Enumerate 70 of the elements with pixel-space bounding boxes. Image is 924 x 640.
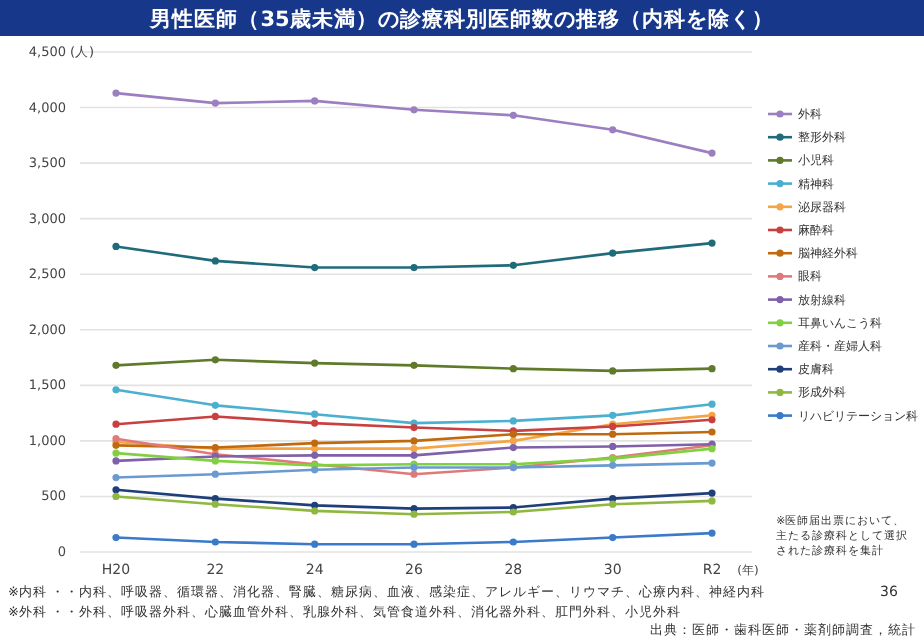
point — [609, 367, 617, 375]
point — [211, 457, 219, 465]
point — [311, 359, 319, 367]
point — [410, 510, 418, 518]
point — [609, 442, 617, 451]
point — [211, 99, 219, 107]
point — [311, 263, 319, 272]
point — [509, 365, 517, 373]
point — [112, 473, 120, 482]
point — [112, 533, 120, 542]
point — [112, 361, 120, 369]
point — [211, 356, 219, 364]
point — [609, 430, 617, 438]
point — [410, 451, 418, 459]
point — [311, 507, 319, 515]
point — [311, 97, 319, 105]
point — [112, 89, 120, 97]
point — [112, 386, 120, 394]
point — [112, 420, 120, 428]
point — [311, 419, 319, 427]
point — [410, 361, 418, 369]
point — [509, 538, 517, 546]
point — [112, 242, 120, 251]
point — [609, 533, 617, 542]
point — [609, 500, 617, 508]
point — [609, 495, 617, 503]
point — [708, 489, 716, 497]
point — [410, 470, 418, 478]
point — [311, 410, 319, 418]
point — [609, 126, 617, 134]
point — [311, 439, 319, 447]
point — [211, 412, 219, 421]
point — [211, 500, 219, 508]
point — [708, 529, 716, 537]
point — [708, 428, 716, 436]
point — [410, 263, 418, 272]
point — [112, 457, 120, 465]
point — [410, 106, 418, 114]
point — [410, 423, 418, 432]
chart-title: 男性医師（35歳未満）の診療科別医師数の推移（内科を除く） — [148, 6, 774, 32]
point — [410, 540, 418, 548]
point — [311, 451, 319, 459]
point — [211, 538, 219, 546]
point — [609, 249, 617, 257]
point — [410, 437, 418, 445]
point — [509, 437, 517, 445]
point — [509, 261, 517, 269]
point — [410, 445, 418, 453]
point — [211, 257, 219, 265]
point — [509, 443, 517, 452]
point — [708, 400, 716, 408]
point — [311, 540, 319, 548]
point — [211, 470, 219, 478]
point — [708, 497, 716, 505]
point — [708, 416, 716, 424]
point — [211, 495, 219, 503]
point — [708, 365, 716, 373]
point — [509, 111, 517, 119]
point — [112, 449, 120, 457]
point — [708, 239, 716, 247]
point — [609, 461, 617, 469]
point — [311, 466, 319, 474]
point — [708, 149, 716, 157]
point — [509, 508, 517, 516]
point — [112, 486, 120, 494]
point — [211, 401, 219, 409]
point — [112, 492, 120, 501]
point — [708, 459, 716, 467]
point — [609, 411, 617, 419]
point — [509, 417, 517, 425]
